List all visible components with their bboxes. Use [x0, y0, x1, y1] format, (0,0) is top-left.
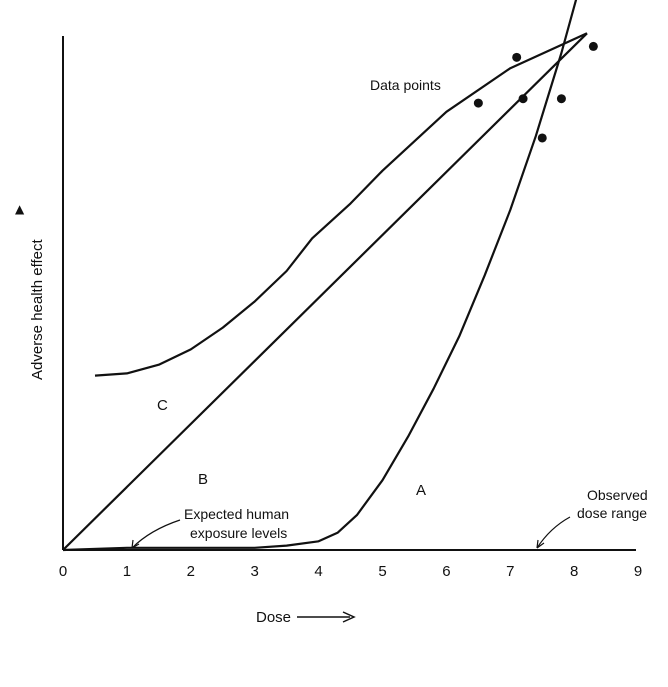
- x-tick-label: 0: [59, 563, 67, 580]
- data-points-annotation: Data points: [370, 77, 441, 93]
- data-point: [518, 94, 528, 104]
- curve-label-c: C: [157, 397, 168, 414]
- data-point: [473, 98, 483, 108]
- x-tick-label: 5: [378, 563, 386, 580]
- observed-range-annotation-line2: dose range: [577, 505, 647, 521]
- data-point: [512, 52, 522, 62]
- x-tick-label: 9: [634, 563, 642, 580]
- expected-exposure-annotation-line1: Expected human: [184, 506, 289, 522]
- expected-exposure-arrowhead: [131, 539, 140, 549]
- y-axis-arrow-icon: ▲: [15, 202, 25, 216]
- data-point: [537, 133, 547, 143]
- x-tick-label: 1: [123, 563, 131, 580]
- x-tick-label: 7: [506, 563, 514, 580]
- expected-exposure-arrow: [131, 519, 181, 549]
- x-tick-label: 2: [187, 563, 195, 580]
- data-points: [473, 41, 598, 143]
- data-point: [588, 41, 598, 51]
- x-axis-title: Dose: [256, 609, 291, 626]
- curve-label-a: A: [416, 482, 426, 499]
- curves: [62, 0, 588, 552]
- x-tick-label: 3: [251, 563, 259, 580]
- data-point: [556, 94, 566, 104]
- expected-exposure-annotation-line2: exposure levels: [190, 525, 287, 541]
- curve-label-b: B: [198, 471, 208, 488]
- observed-range-annotation-line1: Observed: [587, 487, 648, 503]
- x-tick-label: 8: [570, 563, 578, 580]
- x-tick-label: 4: [314, 563, 322, 580]
- curve-b: [62, 32, 588, 551]
- x-axis-arrow-icon: [342, 611, 356, 623]
- x-tick-labels: 0 1 2 3 4 5 6 7 8 9: [59, 563, 642, 580]
- x-tick-label: 6: [442, 563, 450, 580]
- curve-a: [62, 0, 578, 552]
- observed-range-arrowhead: [536, 539, 545, 549]
- curve-c: [94, 32, 588, 377]
- observed-range-arrow: [536, 516, 571, 549]
- y-axis-title: Adverse health effect: [29, 239, 46, 380]
